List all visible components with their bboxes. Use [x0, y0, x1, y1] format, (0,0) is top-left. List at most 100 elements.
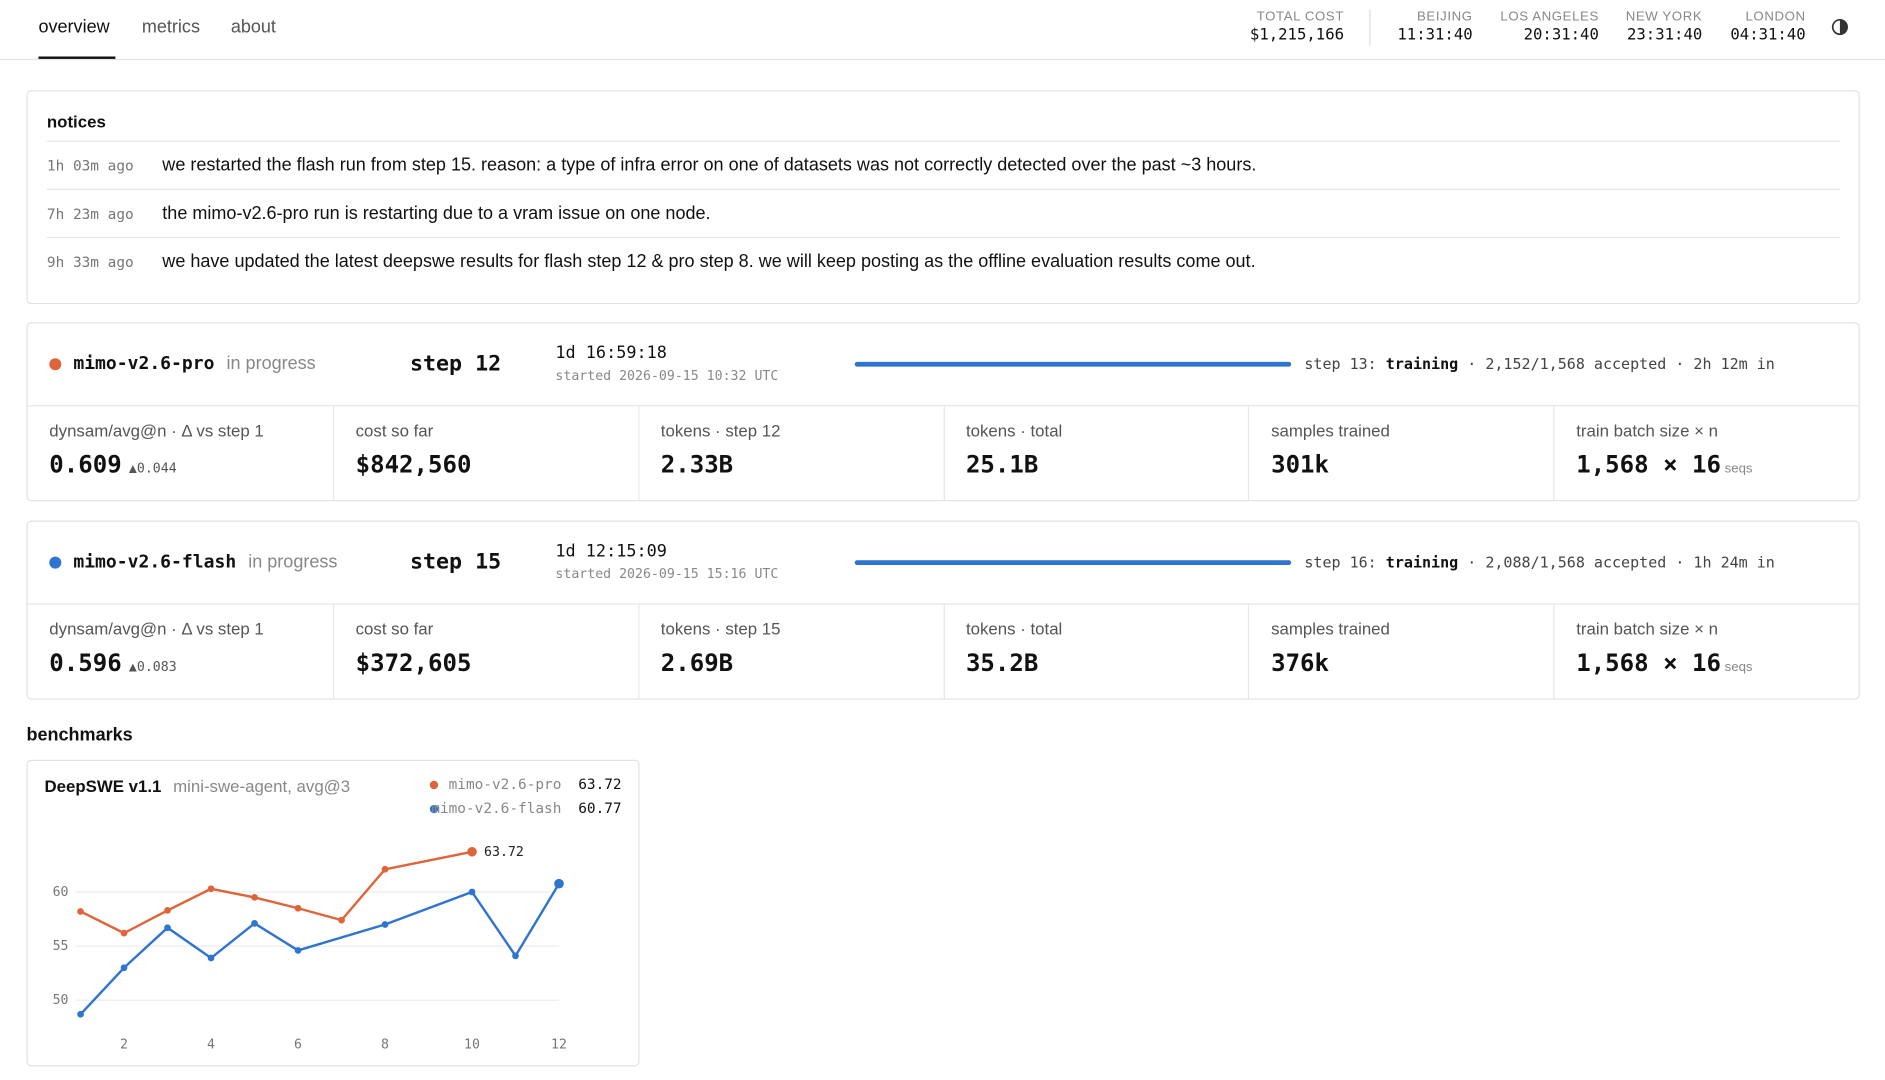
data-point	[468, 888, 476, 896]
metric-cell: tokens · step 12 2.33B	[637, 405, 944, 501]
metric-value: 25.1B	[966, 450, 1038, 479]
clock: BEIJING 11:31:40	[1397, 10, 1472, 45]
clock: TOTAL COST $1,215,166	[1250, 10, 1344, 45]
metric-label: dynsam/avg@n · Δ vs step 1	[49, 420, 264, 440]
progress-suffix: · 2,088/1,568 accepted · 1h 24m in	[1467, 552, 1775, 572]
progress-prefix: step 16:	[1304, 552, 1377, 572]
progress-prefix: step 13:	[1304, 354, 1377, 373]
notice-time: 7h 23m ago	[46, 205, 134, 223]
run-header: mimo-v2.6-flash in progress step 15 1d 12:1…	[27, 522, 1859, 605]
metric-cell: cost so far $372,605	[332, 603, 639, 699]
x-tick-label: 4	[207, 1038, 215, 1053]
progress-suffix: · 2,152/1,568 accepted · 2h 12m in	[1467, 354, 1775, 373]
metric-cell: train batch size × n 1,568 × 16 seqs	[1553, 405, 1859, 501]
progress-track	[854, 361, 1292, 367]
run-elapsed: 1d 16:59:18	[555, 343, 667, 364]
legend-label: mimo-v2.6-flash	[431, 801, 561, 817]
metric-cell: tokens · step 15 2.69B	[637, 603, 944, 699]
metric-label: tokens · total	[965, 619, 1063, 639]
nav-tab[interactable]: metrics	[141, 16, 200, 38]
metric-cell: cost so far $842,560	[332, 405, 639, 501]
metric-value-text: 301k	[1271, 449, 1329, 479]
notice-text: we have updated the latest deepswe resul…	[162, 251, 1256, 272]
run-status-dot	[49, 358, 62, 371]
clock-label: TOTAL COST	[1256, 9, 1345, 25]
run-status-dot	[49, 556, 62, 569]
data-point	[251, 920, 258, 927]
run-card: mimo-v2.6-flash in progress step 15 1d 12:1…	[26, 520, 1860, 700]
progress-bar	[854, 560, 1292, 566]
progress-text: step 13: training · 2,152/1,568 accepted…	[1304, 355, 1774, 373]
progress-state: training	[1385, 552, 1459, 572]
data-point	[207, 885, 215, 893]
metric-cell: dynsam/avg@n · Δ vs step 1 0.596 ▲0.083	[28, 603, 333, 698]
metric-value: 2.33B	[661, 450, 733, 479]
metric-cell: tokens · total 35.2B	[943, 603, 1249, 699]
metric-label: train batch size × n	[1576, 619, 1718, 639]
metric-value: 1,568 × 16 seqs	[1576, 450, 1752, 479]
x-tick-label: 6	[294, 1038, 302, 1053]
metric-value-text: 1,568 × 16	[1576, 449, 1722, 479]
data-point	[381, 921, 389, 928]
notice-time: 9h 33m ago	[46, 253, 134, 271]
x-tick-label: 8	[381, 1038, 389, 1053]
metric-cell: tokens · total 25.1B	[943, 405, 1249, 501]
active-tab-indicator	[38, 56, 116, 59]
nav-tab[interactable]: overview	[38, 16, 110, 38]
chart-subtitle: mini-swe-agent, avg@3	[173, 777, 350, 796]
run-status: in progress	[248, 551, 338, 573]
run-step: step 15	[409, 549, 502, 575]
data-point	[77, 908, 84, 915]
y-tick-label: 60	[53, 885, 69, 900]
data-point	[294, 904, 302, 912]
legend-label: mimo-v2.6-pro	[449, 777, 562, 793]
metric-delta: ▲0.083	[128, 658, 177, 675]
metric-value: $372,605	[356, 648, 472, 677]
y-tick-label: 50	[53, 993, 69, 1008]
metric-value: 1,568 × 16 seqs	[1576, 648, 1752, 677]
clock-label: LOS ANGELES	[1500, 9, 1599, 25]
theme-toggle[interactable]	[1831, 18, 1849, 36]
x-tick-label: 10	[464, 1038, 480, 1053]
notice-text: the mimo-v2.6-pro run is restarting due …	[162, 203, 711, 224]
progress-bar	[854, 361, 1292, 367]
metric-value-text: 376k	[1271, 647, 1329, 677]
data-point	[77, 1010, 84, 1018]
metric-cell: train batch size × n 1,568 × 16 seqs	[1553, 603, 1859, 699]
metric-delta: ▲0.044	[128, 460, 177, 477]
clock: NEW YORK 23:31:40	[1626, 10, 1703, 45]
notice-time: 1h 03m ago	[46, 157, 134, 175]
nav-tab[interactable]: about	[230, 16, 276, 38]
metric-label: train batch size × n	[1576, 420, 1718, 440]
progress-state: training	[1385, 354, 1459, 373]
clock-value: 04:31:40	[1730, 26, 1806, 45]
metric-value: 2.69B	[661, 648, 733, 677]
data-point	[338, 916, 345, 924]
chart-title: DeepSWE v1.1	[44, 777, 161, 796]
run-card: mimo-v2.6-pro in progress step 12 1d 16:59:…	[26, 322, 1860, 502]
metric-label: cost so far	[355, 420, 434, 440]
metric-value: 0.609 ▲0.044	[49, 450, 176, 479]
metric-value-text: 2.33B	[660, 449, 734, 479]
data-point	[294, 947, 302, 954]
chart-card: DeepSWE v1.1 mini-swe-agent, avg@3 50 55 60 2…	[26, 759, 640, 1067]
data-point	[467, 846, 477, 857]
run-name: mimo-v2.6-pro in progress	[73, 352, 315, 374]
run-started: started 2026-09-15 10:32 UTC	[555, 367, 779, 384]
run-status: in progress	[226, 353, 316, 374]
benchmarks-title: benchmarks	[26, 724, 133, 746]
data-point	[251, 894, 258, 901]
metric-value: $842,560	[356, 450, 472, 479]
data-point	[207, 954, 215, 962]
metric-value: 35.2B	[966, 648, 1038, 677]
metric-label: samples trained	[1271, 420, 1390, 440]
data-point	[164, 924, 171, 932]
data-point	[512, 952, 519, 960]
metric-label: tokens · total	[965, 420, 1063, 440]
clock-label: NEW YORK	[1625, 9, 1703, 25]
chart: DeepSWE v1.1 mini-swe-agent, avg@3 50 55 60 2…	[44, 777, 621, 1053]
clock-label: BEIJING	[1417, 9, 1473, 25]
clock-value: 11:31:40	[1397, 26, 1473, 45]
data-point	[554, 878, 564, 889]
